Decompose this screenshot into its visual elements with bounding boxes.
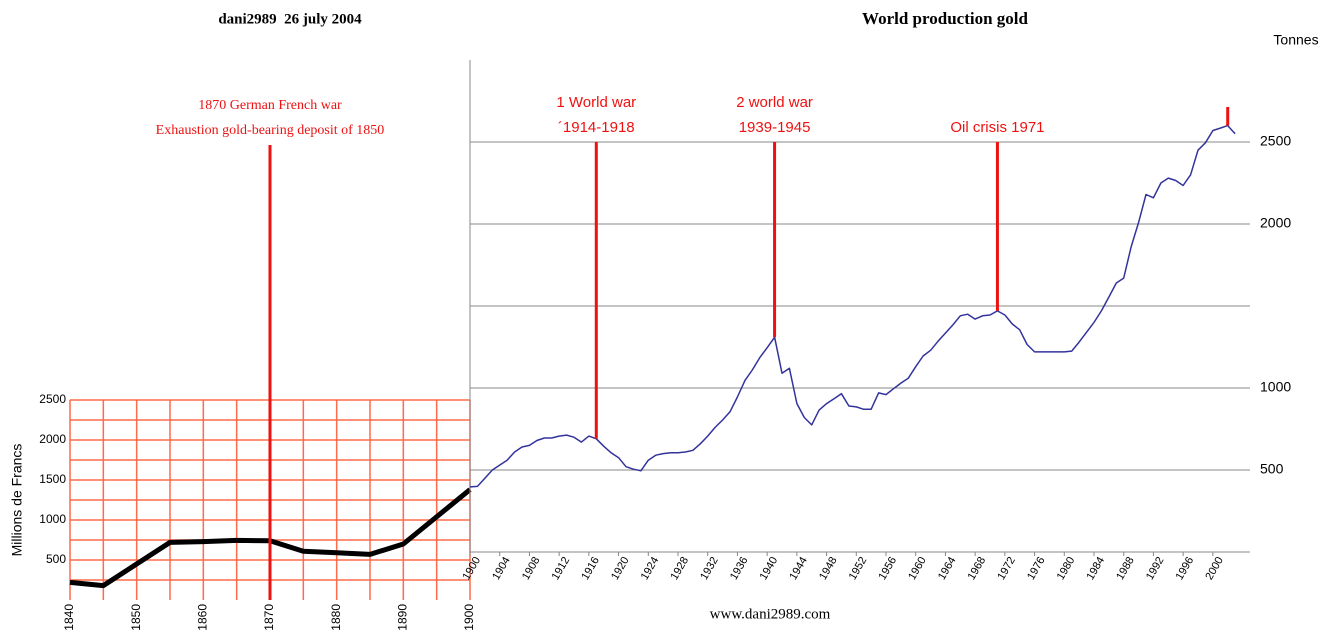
annotation-text: 1939-1945 <box>739 119 811 136</box>
x-tick-label: 1912 <box>550 555 573 582</box>
x-tick-label: 1952 <box>847 555 870 582</box>
x-tick-label: 1988 <box>1114 555 1137 582</box>
x-tick-label: 1890 <box>396 604 410 631</box>
x-tick-label: 1968 <box>966 555 989 582</box>
x-tick-label: 1840 <box>62 604 76 631</box>
x-tick-label: 1900 <box>462 604 476 631</box>
x-tick-label: 1932 <box>698 555 721 582</box>
y-tick-label: 2000 <box>1260 215 1291 231</box>
x-tick-label: 1924 <box>639 555 662 582</box>
y-tick-label: 1000 <box>39 512 66 526</box>
y-tick-label: 2000 <box>39 432 66 446</box>
annotation-text: 2 world war <box>736 94 813 111</box>
x-tick-label: 2000 <box>1203 555 1226 582</box>
x-tick-label: 1850 <box>129 604 143 631</box>
x-tick-label: 1936 <box>728 555 751 582</box>
x-tick-label: 1920 <box>609 555 632 582</box>
y-tick-label: 2500 <box>1260 133 1291 149</box>
x-tick-label: 1940 <box>758 555 781 582</box>
footer: www.dani2989.com <box>710 606 831 622</box>
x-tick-label: 1976 <box>1025 555 1048 582</box>
annotation-text: 1 World war <box>556 94 636 111</box>
x-tick-label: 1908 <box>520 555 543 582</box>
x-tick-label: 1880 <box>329 604 343 631</box>
x-tick-label: 1944 <box>787 555 810 582</box>
x-tick-label: 1904 <box>490 555 513 582</box>
x-tick-label: 1960 <box>906 555 929 582</box>
x-tick-label: 1928 <box>668 555 691 582</box>
x-tick-label: 1900 <box>460 555 483 582</box>
annotation-text: ´1914-1918 <box>558 119 635 136</box>
x-tick-label: 1948 <box>817 555 840 582</box>
y-tick-label: 2500 <box>39 392 66 406</box>
y-tick-label: 500 <box>1260 461 1284 477</box>
chart-title: dani2989 26 july 2004 <box>218 11 362 27</box>
y-tick-label: 1500 <box>39 472 66 486</box>
x-tick-label: 1916 <box>579 555 602 582</box>
data-line <box>469 124 1236 488</box>
x-tick-label: 1992 <box>1144 555 1167 582</box>
x-tick-label: 1870 <box>262 604 276 631</box>
x-tick-label: 1972 <box>995 555 1018 582</box>
x-tick-label: 1956 <box>876 555 899 582</box>
y-axis-label: Tonnes <box>1273 32 1318 48</box>
y-tick-label: 500 <box>46 552 66 566</box>
annotation-text: 1870 German French war <box>198 98 342 113</box>
x-tick-label: 1964 <box>936 555 959 582</box>
y-axis-label: Millions de Francs <box>9 444 25 557</box>
x-tick-label: 1996 <box>1174 555 1197 582</box>
x-tick-label: 1980 <box>1055 555 1078 582</box>
x-tick-label: 1984 <box>1084 555 1107 582</box>
x-tick-label: 1860 <box>196 604 210 631</box>
y-tick-label: 1000 <box>1260 379 1291 395</box>
annotation-text: Exhaustion gold-bearing deposit of 1850 <box>156 123 385 138</box>
chart-title: World production gold <box>862 9 1028 28</box>
annotation-text: Oil crisis 1971 <box>950 119 1044 136</box>
